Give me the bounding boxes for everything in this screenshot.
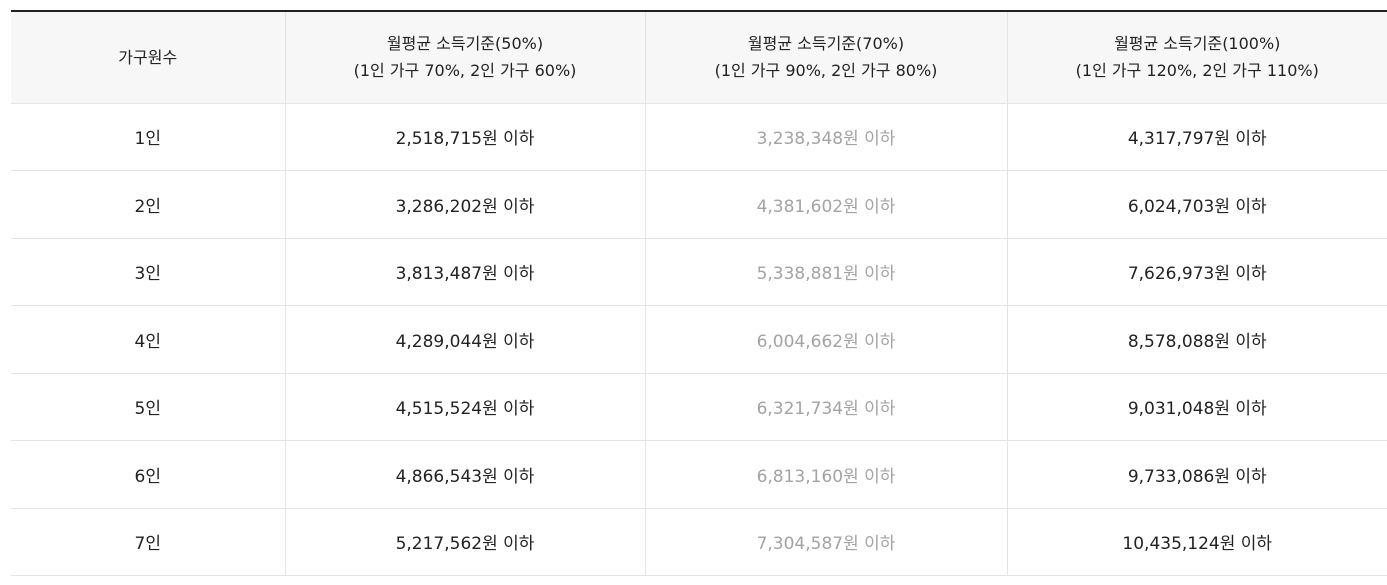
income-70-cell: 3,238,348원 이하 [644,103,1007,171]
income-70-cell: 7,304,587원 이하 [644,508,1007,576]
header-income-70: 월평균 소득기준(70%) (1인 가구 90%, 2인 가구 80%) [644,11,1007,104]
table-row: 2인 3,286,202원 이하 4,381,602원 이하 6,024,703… [11,170,1387,239]
household-size-cell: 5인 [11,373,285,441]
income-50-cell: 5,217,562원 이하 [284,508,645,576]
header-row: 가구원수 월평균 소득기준(50%) (1인 가구 70%, 2인 가구 60%… [11,11,1387,104]
table-row: 7인 5,217,562원 이하 7,304,587원 이하 10,435,12… [11,508,1387,576]
table-body: 1인 2,518,715원 이하 3,238,348원 이하 4,317,797… [11,103,1387,576]
header-income-50: 월평균 소득기준(50%) (1인 가구 70%, 2인 가구 60%) [284,11,645,104]
table-row: 5인 4,515,524원 이하 6,321,734원 이하 9,031,048… [11,373,1387,441]
header-label: 월평균 소득기준(70%) [747,34,905,54]
header-label: 월평균 소득기준(100%) [1114,34,1281,54]
household-size-cell: 4인 [11,305,285,374]
income-70-cell: 5,338,881원 이하 [644,238,1007,306]
income-100-cell: 7,626,973원 이하 [1006,238,1387,306]
household-size-cell: 3인 [11,238,285,306]
household-size-cell: 6인 [11,440,285,509]
income-100-cell: 4,317,797원 이하 [1006,103,1387,171]
income-100-cell: 8,578,088원 이하 [1006,305,1387,374]
income-criteria-table: 가구원수 월평균 소득기준(50%) (1인 가구 70%, 2인 가구 60%… [11,10,1387,576]
income-70-cell: 6,004,662원 이하 [644,305,1007,374]
header-sublabel: (1인 가구 120%, 2인 가구 110%) [1075,61,1319,81]
income-50-cell: 2,518,715원 이하 [284,103,645,171]
income-100-cell: 9,031,048원 이하 [1006,373,1387,441]
header-label: 가구원수 [118,47,178,67]
income-criteria-table-wrapper: 가구원수 월평균 소득기준(50%) (1인 가구 70%, 2인 가구 60%… [11,10,1387,576]
header-label: 월평균 소득기준(50%) [386,34,544,54]
income-50-cell: 4,515,524원 이하 [284,373,645,441]
income-100-cell: 9,733,086원 이하 [1006,440,1387,509]
income-50-cell: 4,289,044원 이하 [284,305,645,374]
table-header: 가구원수 월평균 소득기준(50%) (1인 가구 70%, 2인 가구 60%… [11,11,1387,104]
income-70-cell: 6,321,734원 이하 [644,373,1007,441]
income-50-cell: 4,866,543원 이하 [284,440,645,509]
header-income-100: 월평균 소득기준(100%) (1인 가구 120%, 2인 가구 110%) [1006,11,1387,104]
header-sublabel: (1인 가구 70%, 2인 가구 60%) [353,61,577,81]
table-row: 1인 2,518,715원 이하 3,238,348원 이하 4,317,797… [11,103,1387,171]
income-70-cell: 6,813,160원 이하 [644,440,1007,509]
table-row: 6인 4,866,543원 이하 6,813,160원 이하 9,733,086… [11,440,1387,509]
household-size-cell: 7인 [11,508,285,576]
income-100-cell: 6,024,703원 이하 [1006,170,1387,239]
header-sublabel: (1인 가구 90%, 2인 가구 80%) [714,61,938,81]
income-50-cell: 3,813,487원 이하 [284,238,645,306]
income-100-cell: 10,435,124원 이하 [1006,508,1387,576]
income-70-cell: 4,381,602원 이하 [644,170,1007,239]
header-household-size: 가구원수 [11,11,285,104]
household-size-cell: 2인 [11,170,285,239]
table-row: 4인 4,289,044원 이하 6,004,662원 이하 8,578,088… [11,305,1387,374]
income-50-cell: 3,286,202원 이하 [284,170,645,239]
table-row: 3인 3,813,487원 이하 5,338,881원 이하 7,626,973… [11,238,1387,306]
household-size-cell: 1인 [11,103,285,171]
